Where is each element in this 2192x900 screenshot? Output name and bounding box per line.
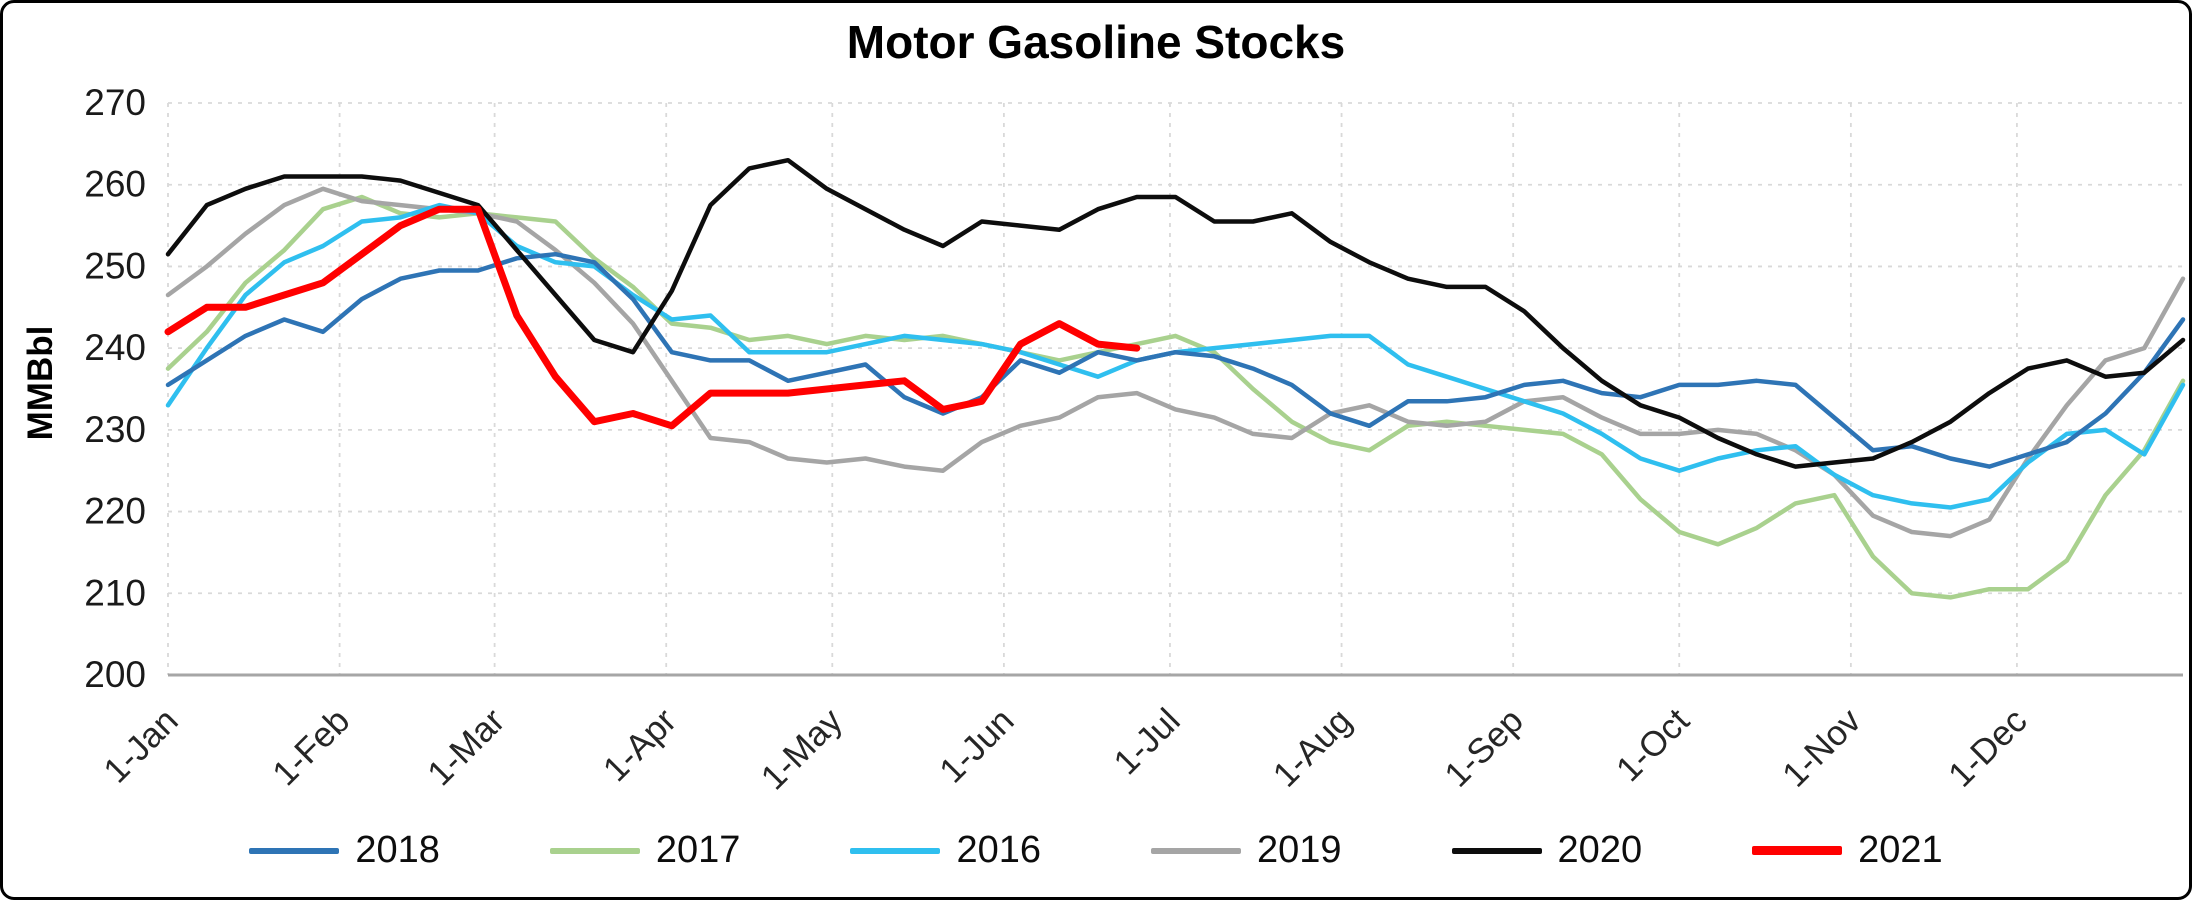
y-tick-label: 210 [84, 572, 146, 613]
x-tick-label: 1-Oct [1609, 701, 1697, 789]
series-line-2020 [165, 157, 2186, 469]
y-tick-label: 250 [84, 245, 146, 286]
series-line-2019 [165, 186, 2186, 539]
x-tick-label: 1-Dec [1941, 701, 2035, 795]
series-line-2017 [165, 194, 2186, 600]
legend-label-2019: 2019 [1257, 829, 1342, 871]
legend-label-2021: 2021 [1858, 829, 1943, 871]
series-line-2018 [165, 251, 2186, 469]
x-tick-label: 1-Feb [265, 701, 357, 793]
x-tick-label: 1-Jul [1106, 701, 1187, 782]
legend-swatch-2020 [1451, 847, 1542, 854]
legend-item-2018: 2018 [249, 829, 440, 872]
legend: 2018 2017 2016 2019 2020 2021 [3, 829, 2189, 872]
y-tick-label: 270 [84, 82, 146, 123]
legend-swatch-2016 [850, 847, 941, 854]
legend-item-2021: 2021 [1752, 829, 1943, 872]
x-tick-label: 1-Nov [1775, 701, 1869, 795]
y-axis-title: MMBbl [21, 325, 60, 441]
x-tick-label: 1-May [754, 701, 851, 798]
y-tick-label: 260 [84, 164, 146, 205]
legend-swatch-2021 [1752, 846, 1843, 855]
series-line-2016 [165, 202, 2186, 510]
x-tick-label: 1-Jan [96, 701, 185, 790]
legend-item-2016: 2016 [850, 829, 1041, 872]
y-tick-label: 220 [84, 491, 146, 532]
x-tick-label: 1-Mar [420, 701, 512, 793]
legend-label-2016: 2016 [956, 829, 1041, 871]
legend-item-2019: 2019 [1151, 829, 1342, 872]
legend-item-2017: 2017 [549, 829, 741, 872]
legend-label-2017: 2017 [655, 829, 741, 871]
chart-plot-area: 1-Jan 1-Feb 1-Mar 1-Apr 1-May 1-Jun 1-Jul 1-Aug… [84, 82, 2186, 798]
legend-label-2018: 2018 [355, 829, 440, 871]
x-tick-label: 1-Apr [596, 701, 684, 789]
legend-swatch-2017 [549, 847, 640, 854]
legend-swatch-2019 [1151, 847, 1241, 854]
series-line-2021 [164, 205, 1141, 430]
y-tick-label: 200 [84, 654, 146, 695]
y-tick-label: 240 [84, 327, 146, 368]
y-tick-label: 230 [84, 409, 146, 450]
chart-title: Motor Gasoline Stocks [846, 16, 1346, 68]
x-tick-label: 1-Aug [1266, 701, 1360, 795]
legend-swatch-2018 [249, 847, 340, 854]
legend-label-2020: 2020 [1557, 829, 1643, 871]
legend-item-2020: 2020 [1451, 829, 1643, 872]
x-tick-label: 1-Sep [1437, 701, 1531, 795]
x-tick-label: 1-Jun [932, 701, 1021, 790]
